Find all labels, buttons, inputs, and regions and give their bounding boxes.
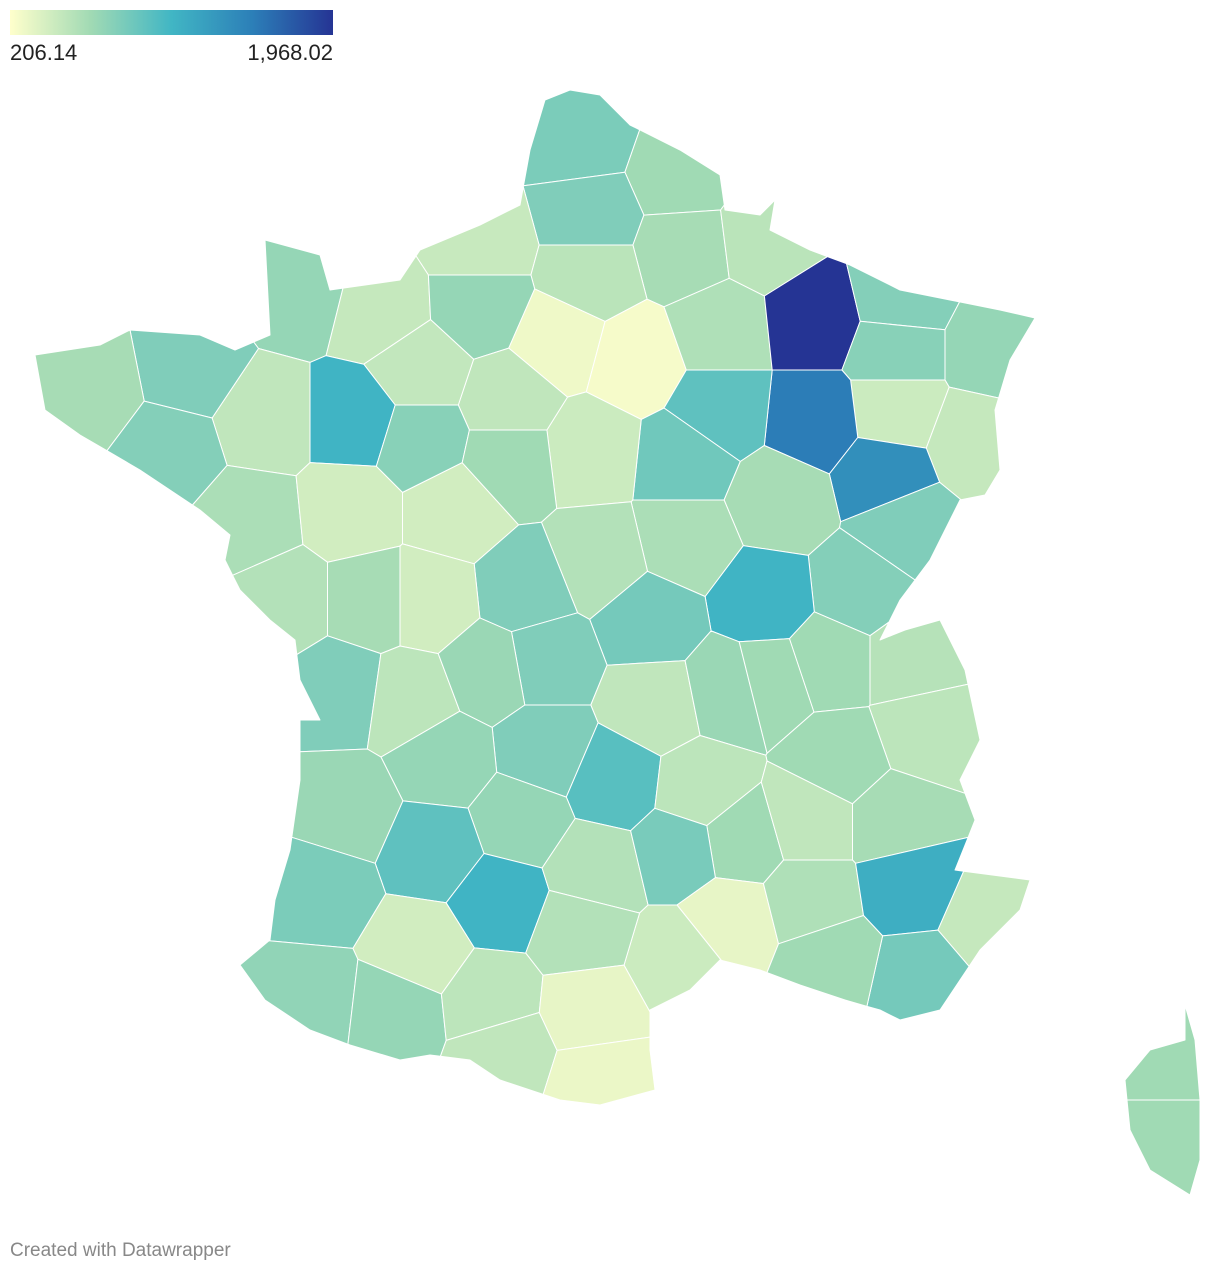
- legend-gradient: [10, 10, 333, 35]
- region: [1126, 1099, 1201, 1196]
- legend-min-label: 206.14: [10, 40, 77, 65]
- region: [295, 462, 403, 563]
- regions: [34, 89, 1201, 1196]
- region: [34, 329, 145, 452]
- region: [129, 329, 259, 419]
- region: [866, 929, 970, 1021]
- region: [523, 89, 641, 187]
- region: [624, 129, 725, 216]
- region: [232, 544, 328, 656]
- region: [944, 301, 1036, 399]
- region: [846, 263, 961, 331]
- region: [522, 171, 645, 246]
- region: [239, 940, 359, 1045]
- region: [327, 545, 401, 655]
- region: [542, 1036, 656, 1106]
- region: [415, 186, 540, 276]
- region: [841, 320, 946, 381]
- region: [720, 199, 828, 297]
- region: [1124, 1004, 1201, 1101]
- credit: Created with Datawrapper: [10, 1240, 231, 1261]
- legend-max-label: 1,968.02: [247, 40, 333, 65]
- region: [766, 915, 884, 1007]
- region: [869, 619, 969, 706]
- region: [296, 635, 382, 753]
